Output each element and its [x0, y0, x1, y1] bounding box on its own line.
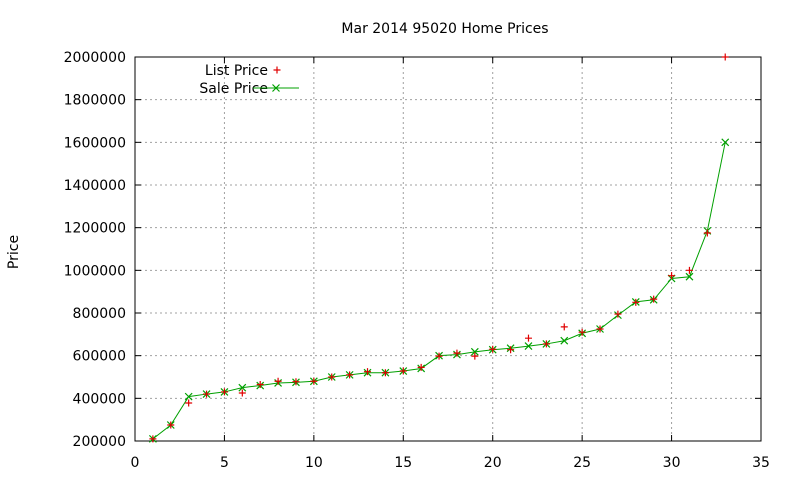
y-tick-label: 1800000: [64, 93, 126, 109]
list-price-point: [507, 346, 515, 354]
sale-price-point: [238, 383, 247, 392]
list-price-point: [381, 369, 389, 377]
legend-label-list-price: List Price: [205, 63, 268, 79]
y-axis-label: Price: [6, 235, 22, 269]
y-tick-label: 400000: [73, 391, 126, 407]
x-tick-label: 20: [484, 455, 502, 471]
sale-price-point: [470, 347, 479, 356]
grid-layer: [135, 57, 761, 441]
legend-sample-list-price: [273, 66, 281, 74]
list-price-point: [489, 345, 497, 353]
list-price-point: [203, 390, 211, 398]
x-tick-label: 15: [394, 455, 412, 471]
list-price-point: [399, 367, 407, 375]
list-price-point: [721, 53, 729, 61]
x-tick-label: 5: [220, 455, 229, 471]
list-price-point: [220, 388, 228, 396]
sale-price-point: [184, 392, 193, 401]
x-tick-label: 10: [305, 455, 323, 471]
list-price-point: [650, 295, 658, 303]
legend-label-sale-price: Sale Price: [199, 81, 268, 97]
list-price-point: [685, 266, 693, 274]
y-tick-label: 800000: [73, 306, 126, 322]
list-price-point: [471, 352, 479, 360]
y-tick-label: 1400000: [64, 178, 126, 194]
y-tick-label: 2000000: [64, 50, 126, 66]
list-price-point: [274, 377, 282, 385]
sale-price-point: [685, 272, 694, 281]
sale-price-point: [560, 336, 569, 345]
list-price-point: [238, 389, 246, 397]
list-price-point: [185, 399, 193, 407]
sale-price-line: [152, 142, 726, 440]
plot-frame: [134, 56, 762, 442]
list-price-point: [632, 298, 640, 306]
y-tick-label: 1200000: [64, 221, 126, 237]
list-price-point: [542, 340, 550, 348]
chart-title: Mar 2014 95020 Home Prices: [341, 21, 548, 37]
list-price-point: [149, 435, 157, 443]
list-price-point: [524, 334, 532, 342]
y-tick-label: 600000: [73, 349, 126, 365]
legend-sample-sale-price: [272, 84, 280, 92]
y-axis: 200000 400000 600000 800000 1000000 1200000 14…: [64, 50, 761, 450]
y-tick-label: 200000: [73, 434, 126, 450]
x-axis: 0 5 10 15 20 25 30 35: [131, 57, 770, 471]
x-tick-label: 25: [573, 455, 591, 471]
list-price-point: [256, 380, 264, 388]
legend: List Price Sale Price: [199, 63, 299, 97]
list-price-point: [668, 272, 676, 280]
list-price-point: [167, 421, 175, 429]
list-price-point: [560, 323, 568, 331]
list-price-point: [310, 377, 318, 385]
legend-marker-list-price: [273, 66, 281, 74]
x-tick-label: 0: [131, 455, 140, 471]
list-price-point: [703, 229, 711, 237]
y-tick-label: 1600000: [64, 135, 126, 151]
list-price-point: [417, 363, 425, 371]
legend-marker-sale-price: [253, 84, 299, 92]
list-price-point: [346, 371, 354, 379]
sale-price-point: [721, 138, 730, 147]
sale-price-point: [524, 342, 533, 350]
list-price-point: [364, 368, 372, 376]
x-tick-label: 30: [663, 455, 681, 471]
list-price-point: [578, 328, 586, 336]
list-price-point: [328, 373, 336, 381]
list-price-point: [614, 310, 622, 318]
list-price-point: [435, 352, 443, 360]
y-tick-label: 1000000: [64, 263, 126, 279]
x-tick-label: 35: [752, 455, 770, 471]
list-price-point: [596, 325, 604, 333]
list-price-point: [292, 378, 300, 386]
list-price-point: [453, 349, 461, 357]
series-layer: [148, 53, 730, 443]
